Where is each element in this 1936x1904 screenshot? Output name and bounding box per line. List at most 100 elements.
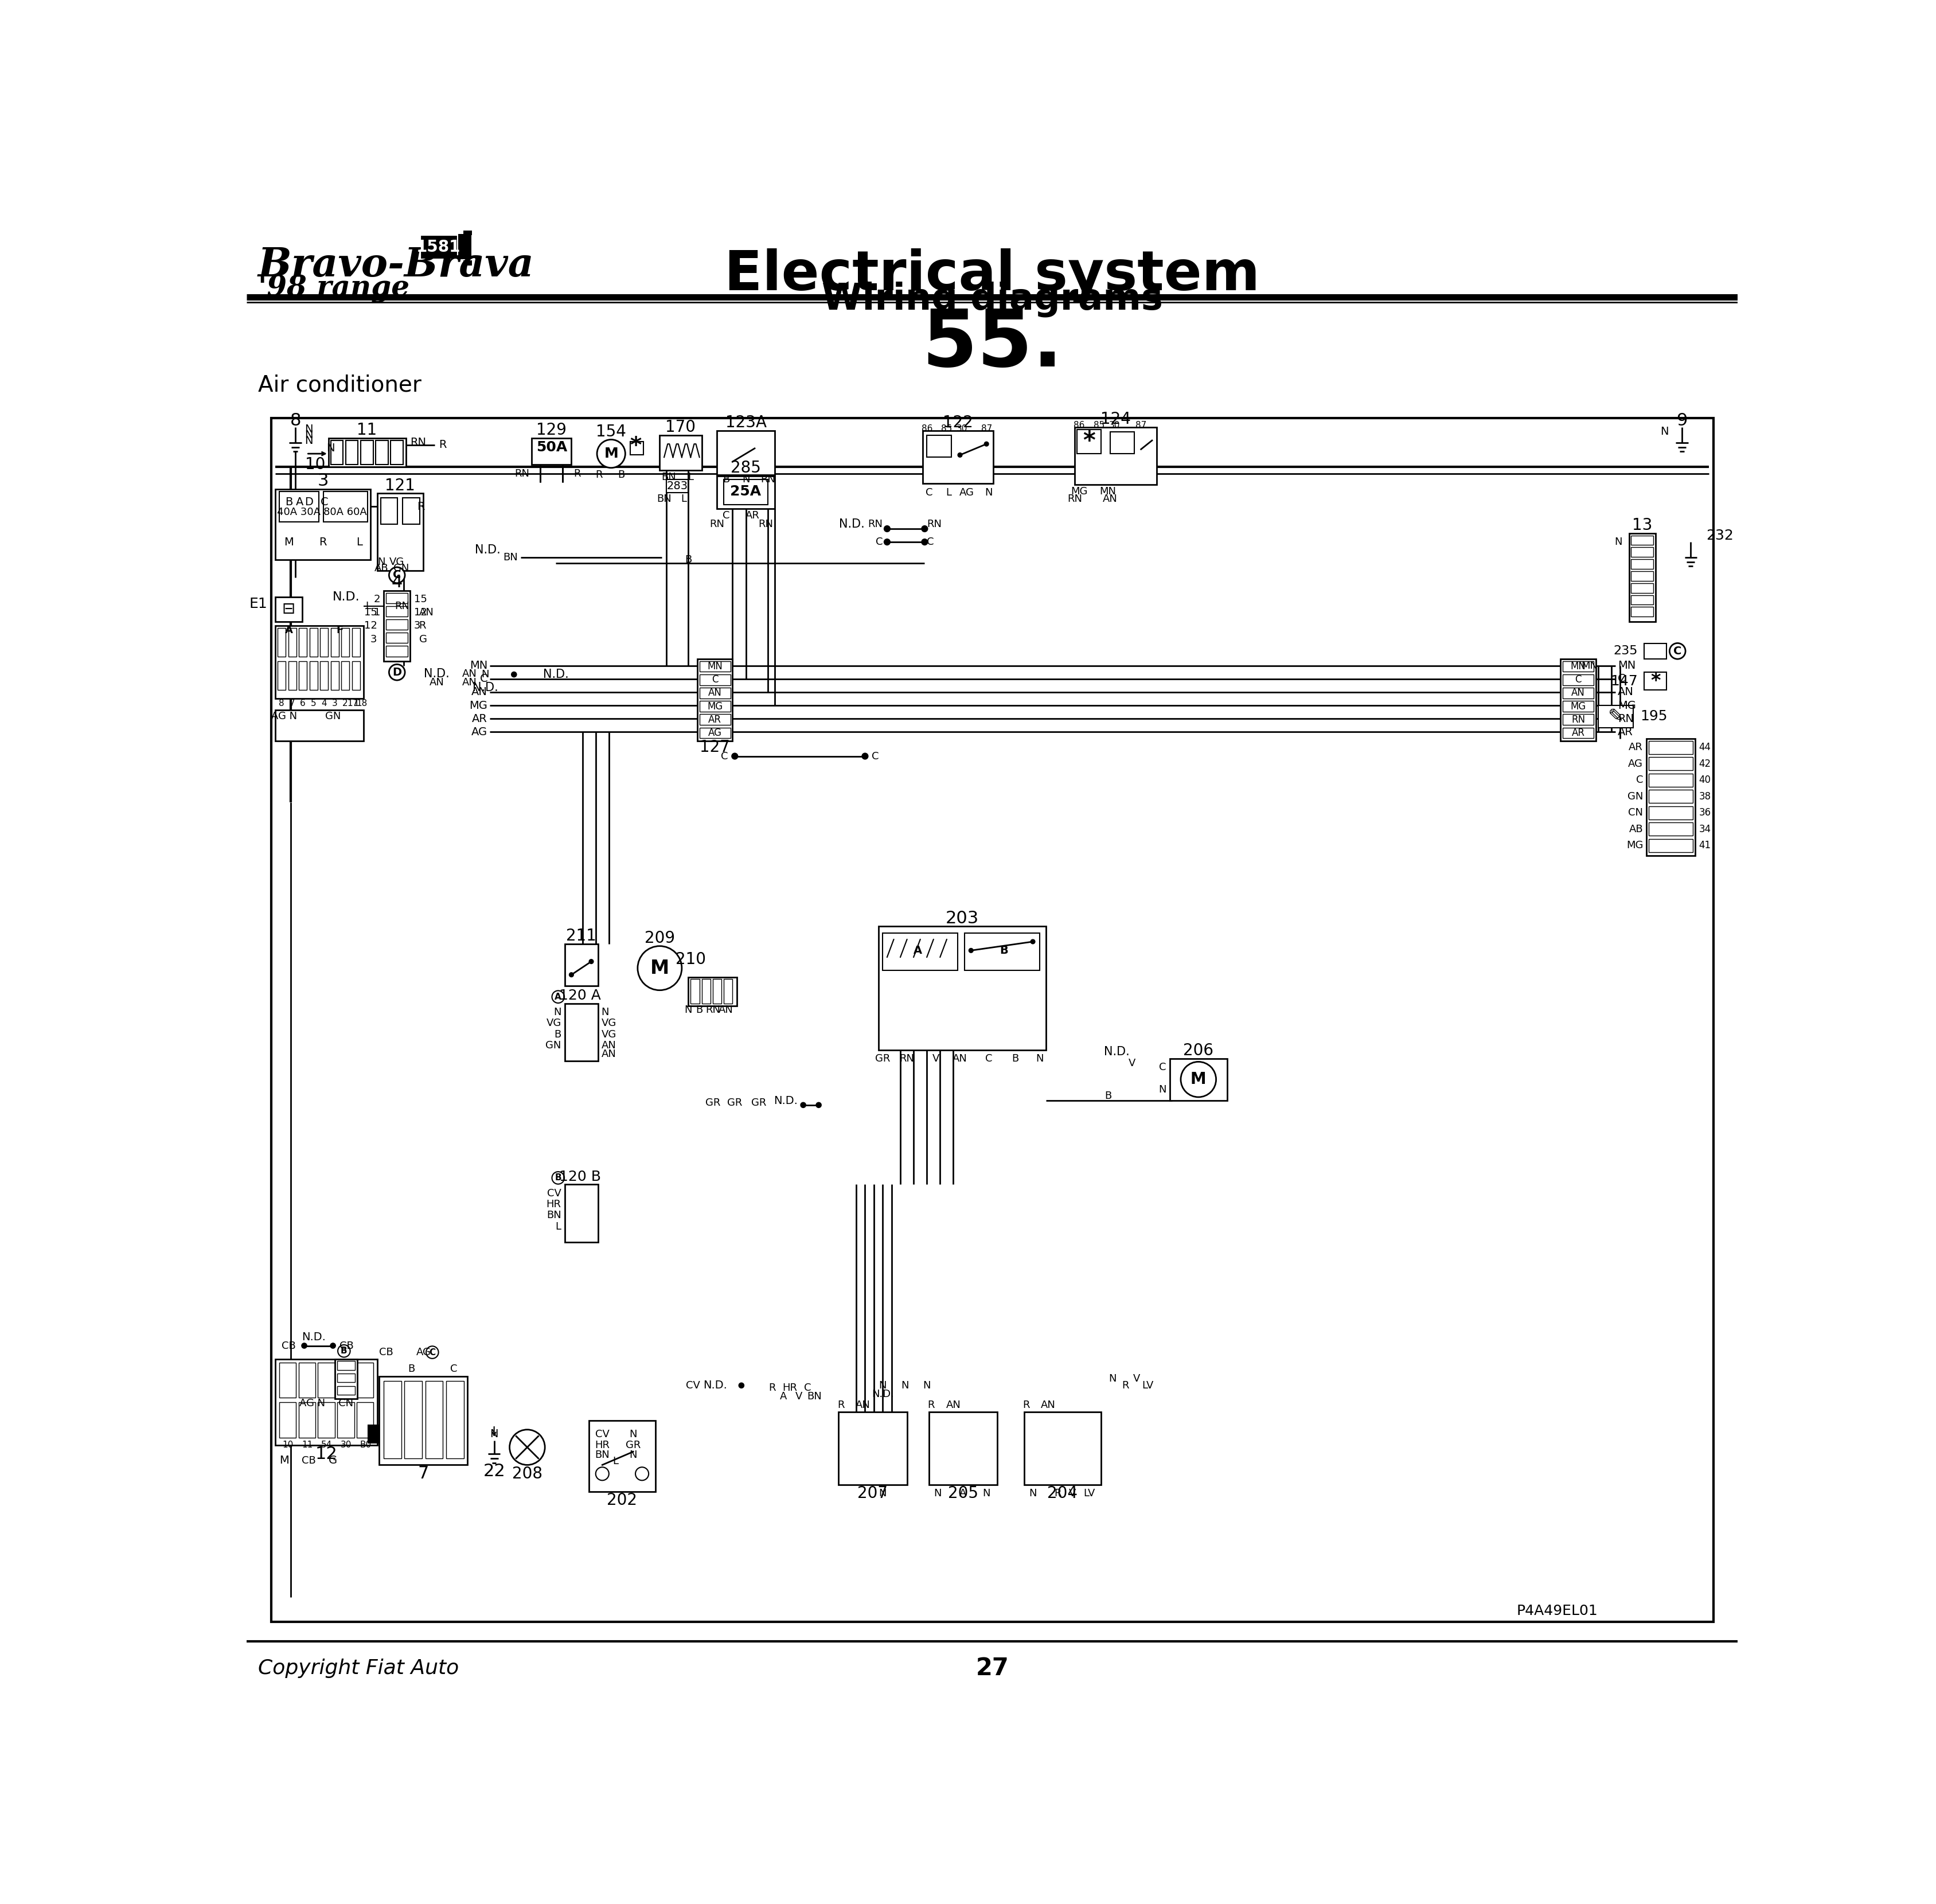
Bar [1649, 823, 1692, 836]
Text: LV: LV [1142, 1380, 1154, 1390]
Text: L: L [366, 602, 372, 611]
Text: V: V [1069, 1489, 1076, 1498]
Text: N: N [1615, 537, 1622, 546]
Bar [331, 661, 339, 689]
Bar [277, 661, 287, 689]
Text: V: V [1133, 1373, 1140, 1384]
Text: R: R [418, 621, 426, 630]
Text: 22: 22 [482, 1464, 505, 1479]
Text: 54: 54 [321, 1441, 333, 1449]
Text: R: R [836, 1399, 844, 1411]
Text: 80A 60A: 80A 60A [323, 506, 368, 518]
Text: N: N [629, 1428, 637, 1439]
Text: MN: MN [470, 661, 488, 670]
Text: RN: RN [759, 520, 772, 529]
Text: R: R [596, 470, 602, 480]
Bar [463, 230, 472, 234]
Text: AG: AG [958, 487, 974, 497]
Bar [1632, 583, 1653, 592]
Text: RN: RN [867, 520, 883, 529]
Circle shape [1669, 644, 1686, 659]
Text: '98 range: '98 range [257, 274, 408, 303]
Bar [288, 628, 296, 657]
Text: 6: 6 [300, 699, 306, 708]
Text: N: N [923, 1380, 931, 1390]
Bar [319, 628, 327, 657]
Text: MN: MN [1570, 661, 1586, 672]
Text: B: B [1013, 1053, 1018, 1064]
Text: MN: MN [1618, 661, 1636, 670]
Text: G: G [329, 1455, 337, 1466]
Text: 34: 34 [1698, 824, 1711, 834]
Text: 202: 202 [608, 1493, 637, 1508]
Text: N: N [304, 425, 314, 434]
Bar [879, 925, 1045, 1049]
Text: M: M [285, 537, 294, 548]
Circle shape [885, 526, 891, 531]
Text: 44: 44 [1698, 743, 1711, 752]
Text: 30: 30 [956, 425, 968, 432]
Bar [279, 1401, 296, 1438]
Text: MN: MN [1582, 661, 1597, 670]
Bar [385, 592, 408, 604]
Text: C: C [480, 674, 488, 684]
Text: C: C [1618, 674, 1626, 684]
Text: B: B [408, 1363, 414, 1375]
Text: N.D.: N.D. [474, 545, 499, 556]
Bar [1562, 687, 1593, 699]
Text: MG: MG [469, 701, 488, 710]
Text: 12: 12 [316, 1445, 337, 1462]
Text: VG: VG [546, 1019, 561, 1028]
Bar [1169, 1059, 1227, 1101]
Circle shape [637, 946, 681, 990]
Text: 50A: 50A [536, 440, 567, 453]
Text: N: N [327, 444, 335, 453]
Text: BN: BN [503, 552, 517, 562]
Circle shape [862, 754, 867, 760]
Circle shape [885, 539, 891, 545]
Text: R: R [319, 537, 327, 548]
Text: N: N [983, 1489, 991, 1498]
Text: CB: CB [379, 1348, 393, 1358]
Bar [532, 438, 571, 465]
Bar [1632, 596, 1653, 605]
Text: 9: 9 [1677, 413, 1688, 428]
Text: AN: AN [1572, 687, 1586, 699]
Text: MG: MG [1618, 701, 1636, 710]
Bar [1648, 739, 1696, 855]
Text: AN: AN [953, 1053, 968, 1064]
Bar [964, 933, 1040, 971]
Text: 10: 10 [306, 457, 325, 472]
Text: C: C [712, 674, 718, 685]
Bar [565, 1003, 598, 1061]
Bar [383, 590, 410, 661]
Text: AG: AG [416, 1348, 432, 1358]
Text: 85: 85 [941, 425, 953, 432]
Text: AG N    CN: AG N CN [300, 1398, 352, 1409]
Text: 17: 17 [347, 699, 358, 708]
Text: N: N [933, 1489, 941, 1498]
Text: 235: 235 [1613, 645, 1638, 657]
Bar [1560, 659, 1595, 741]
Text: CN: CN [1628, 807, 1644, 819]
Text: 7: 7 [418, 1466, 430, 1481]
Bar [699, 727, 730, 739]
Text: CB: CB [339, 1340, 354, 1350]
Text: AR: AR [472, 714, 488, 724]
Bar [716, 476, 774, 508]
Text: 10: 10 [283, 1441, 294, 1449]
Text: N: N [482, 670, 490, 680]
Text: GR: GR [625, 1439, 641, 1451]
Bar [1632, 535, 1653, 545]
Text: N: N [1661, 426, 1669, 438]
Text: 86: 86 [922, 425, 933, 432]
Bar [331, 628, 339, 657]
Text: 1: 1 [352, 699, 358, 708]
Text: AN: AN [430, 678, 443, 687]
Text: N: N [1028, 1489, 1036, 1498]
Text: 203: 203 [945, 910, 980, 927]
Text: C: C [1574, 674, 1582, 685]
Text: A: A [285, 625, 292, 636]
Circle shape [569, 973, 573, 977]
Text: N: N [1109, 1373, 1117, 1384]
